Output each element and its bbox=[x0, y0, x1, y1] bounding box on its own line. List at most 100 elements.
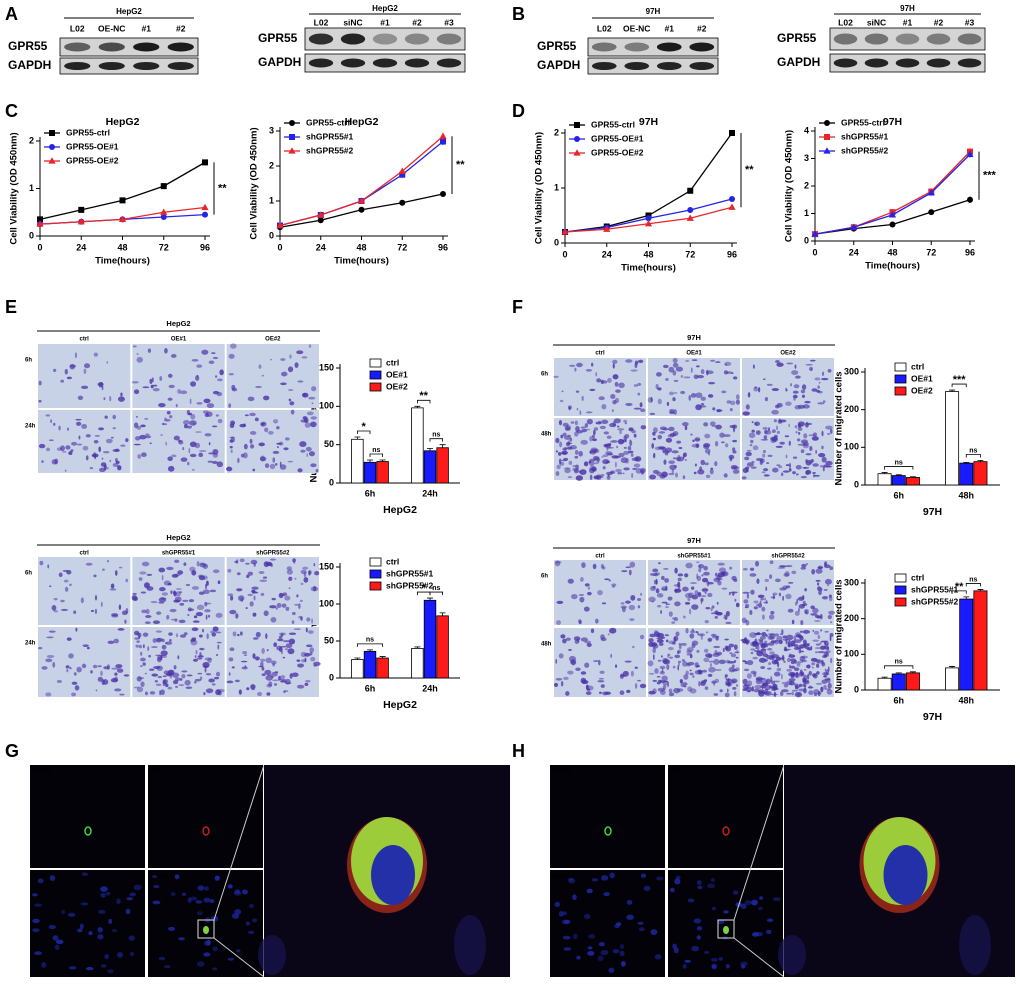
stained-cell bbox=[202, 410, 209, 414]
stained-cell bbox=[725, 621, 732, 625]
stained-cell bbox=[563, 435, 572, 440]
stained-cell bbox=[173, 665, 177, 670]
stained-cell bbox=[618, 382, 625, 389]
stained-cell bbox=[829, 428, 833, 434]
stained-cell bbox=[619, 690, 625, 696]
stained-cell bbox=[733, 691, 737, 697]
stained-cell bbox=[82, 644, 89, 648]
stained-cell bbox=[732, 687, 737, 690]
stained-cell bbox=[742, 411, 750, 416]
stained-cell bbox=[260, 421, 267, 427]
stained-cell bbox=[767, 647, 773, 651]
nucleus bbox=[600, 949, 609, 956]
stained-cell bbox=[141, 452, 147, 458]
stained-cell bbox=[745, 686, 753, 693]
nucleus bbox=[77, 928, 83, 933]
stained-cell bbox=[60, 608, 69, 611]
stained-cell bbox=[826, 689, 833, 695]
marker bbox=[78, 206, 85, 213]
stained-cell bbox=[810, 613, 818, 616]
stained-cell bbox=[191, 586, 200, 590]
stained-cell bbox=[748, 432, 756, 439]
blot-band bbox=[340, 33, 366, 45]
stained-cell bbox=[49, 585, 52, 588]
stained-cell bbox=[584, 583, 590, 587]
stained-cell bbox=[556, 464, 561, 470]
stained-cell bbox=[587, 591, 592, 596]
stained-cell bbox=[167, 686, 173, 690]
stained-cell bbox=[149, 691, 156, 695]
stained-cell bbox=[723, 370, 729, 375]
stained-cell bbox=[808, 366, 814, 372]
stained-cell bbox=[138, 577, 143, 581]
blot-band bbox=[98, 62, 125, 70]
blot-band bbox=[656, 62, 682, 70]
stained-cell bbox=[558, 653, 564, 659]
stained-cell bbox=[215, 689, 221, 696]
stained-cell bbox=[694, 590, 699, 596]
stained-cell bbox=[675, 472, 679, 478]
blot-band bbox=[864, 33, 889, 45]
stained-cell bbox=[288, 398, 292, 402]
stained-cell bbox=[751, 429, 755, 433]
stained-cell bbox=[598, 396, 605, 401]
stained-cell bbox=[713, 658, 720, 665]
stained-cell bbox=[181, 670, 188, 673]
stained-cell bbox=[648, 596, 656, 603]
stained-cell bbox=[601, 380, 608, 384]
nucleus bbox=[687, 898, 695, 903]
x-tick-label: 6h bbox=[893, 695, 904, 705]
nucleus bbox=[125, 908, 131, 915]
stained-cell bbox=[776, 667, 782, 672]
stained-cell bbox=[765, 586, 768, 591]
stained-cell bbox=[826, 669, 829, 676]
stained-cell bbox=[787, 642, 791, 648]
stained-cell bbox=[255, 385, 262, 389]
stained-cell bbox=[668, 611, 673, 617]
stained-cell bbox=[795, 465, 802, 470]
stained-cell bbox=[796, 438, 801, 442]
stained-cell bbox=[202, 628, 204, 633]
stained-cell bbox=[742, 640, 748, 644]
stained-cell bbox=[704, 686, 709, 691]
stained-cell bbox=[675, 456, 682, 462]
stained-cell bbox=[216, 461, 224, 468]
stained-cell bbox=[584, 423, 589, 428]
marker bbox=[160, 183, 167, 190]
stained-cell bbox=[768, 614, 775, 620]
marker bbox=[440, 191, 446, 197]
stained-cell bbox=[271, 597, 276, 601]
nucleus bbox=[133, 884, 142, 891]
stained-cell bbox=[278, 632, 287, 636]
stained-cell bbox=[235, 679, 240, 683]
stained-cell bbox=[249, 438, 253, 444]
stained-cell bbox=[731, 664, 735, 668]
lane-label: OE-NC bbox=[98, 23, 125, 33]
stained-cell bbox=[214, 676, 220, 680]
stained-cell bbox=[268, 681, 273, 687]
significance: ns bbox=[969, 576, 977, 583]
stained-cell bbox=[827, 368, 832, 373]
stained-cell bbox=[655, 588, 660, 594]
stained-cell bbox=[161, 644, 167, 650]
y-tick-label: 100 bbox=[319, 598, 334, 608]
marker bbox=[358, 206, 365, 213]
nucleus bbox=[693, 918, 702, 924]
y-tick-label: 0 bbox=[854, 684, 859, 694]
stained-cell bbox=[790, 672, 796, 677]
stained-cell bbox=[199, 676, 203, 681]
nucleus bbox=[48, 924, 56, 930]
stained-cell bbox=[211, 352, 216, 354]
stained-cell bbox=[586, 642, 592, 647]
bar bbox=[877, 473, 892, 486]
stained-cell bbox=[562, 422, 569, 427]
stained-cell bbox=[189, 398, 192, 405]
stained-cell bbox=[229, 609, 237, 615]
stained-cell bbox=[662, 658, 669, 664]
stained-cell bbox=[94, 594, 98, 601]
stained-cell bbox=[215, 414, 219, 417]
stained-cell bbox=[585, 691, 592, 696]
stained-cell bbox=[815, 643, 821, 646]
stained-cell bbox=[750, 670, 757, 675]
stained-cell bbox=[67, 427, 70, 431]
